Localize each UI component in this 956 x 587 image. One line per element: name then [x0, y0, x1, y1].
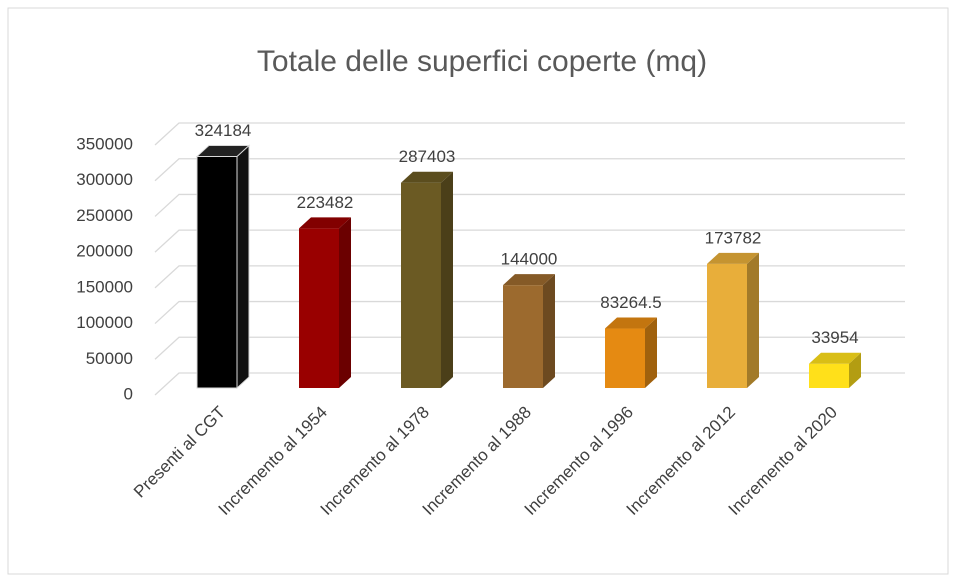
- grid-line: [154, 300, 905, 325]
- bar-top: [299, 217, 351, 229]
- bar-side: [236, 144, 250, 390]
- grid-line: [154, 372, 905, 396]
- y-tick-label: 150000: [76, 277, 133, 296]
- y-tick-label: 250000: [76, 206, 133, 225]
- bar-side: [849, 352, 861, 388]
- bar-side: [339, 217, 351, 388]
- y-tick-label: 0: [124, 384, 133, 403]
- grid-line: [154, 265, 905, 289]
- y-tick-label: 300000: [76, 170, 133, 189]
- bar-top: [605, 317, 657, 329]
- bar-top: [707, 252, 759, 264]
- grid-line: [154, 193, 905, 217]
- bar-top: [503, 274, 555, 286]
- data-label: 223482: [297, 193, 354, 212]
- y-tick-label: 100000: [76, 313, 133, 332]
- chart-title: Totale delle superfici coperte (mq): [257, 45, 707, 78]
- bar-front: [503, 285, 543, 388]
- chart-border: [7, 7, 949, 575]
- data-label: 324184: [195, 121, 252, 140]
- grid-line: [154, 229, 905, 253]
- bar-front: [401, 182, 441, 388]
- grid-line: [154, 122, 905, 146]
- bar-top: [401, 171, 453, 183]
- bar-front: [299, 228, 339, 388]
- bar-front: [605, 328, 645, 388]
- bar-front: [196, 155, 238, 389]
- y-tick-label: 350000: [76, 134, 133, 153]
- bar-front: [707, 263, 747, 388]
- data-label: 173782: [705, 228, 762, 247]
- y-tick-label: 200000: [76, 242, 133, 261]
- data-label: 287403: [399, 147, 456, 166]
- bar-side: [747, 252, 759, 388]
- bar-side: [543, 274, 555, 388]
- bar-top: [809, 352, 861, 364]
- bar-side: [441, 171, 453, 388]
- bar-front: [809, 363, 849, 388]
- grid-line: [154, 336, 905, 360]
- y-tick-label: 50000: [86, 349, 133, 368]
- data-label: 144000: [501, 250, 558, 269]
- bar-top: [195, 144, 251, 157]
- bar-side: [645, 317, 657, 388]
- data-label: 33954: [811, 328, 858, 347]
- data-label: 83264.5: [600, 293, 661, 312]
- grid-line: [154, 158, 905, 182]
